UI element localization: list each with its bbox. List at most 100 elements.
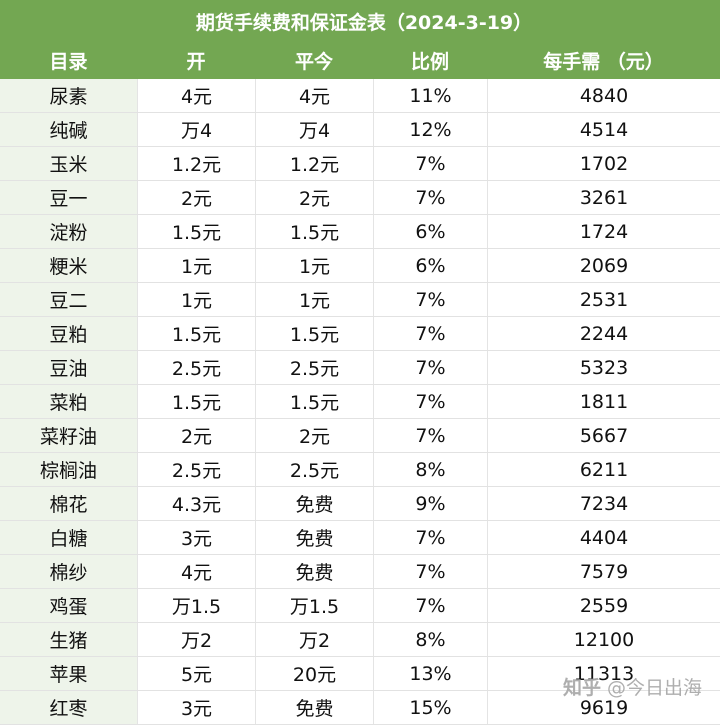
cell-margin-ratio: 15% [373,691,487,724]
cell-margin-per-lot: 1811 [487,385,720,418]
cell-margin-per-lot: 6211 [487,453,720,486]
cell-category: 棕榈油 [0,453,137,486]
cell-margin-ratio: 8% [373,623,487,656]
cell-margin-per-lot: 4514 [487,113,720,146]
cell-margin-per-lot: 11313 [487,657,720,690]
header-close-today: 平今 [294,51,333,73]
cell-category: 粳米 [0,249,137,282]
table-row: 粳米 1元 1元 6% 2069 [0,249,720,283]
table-row: 菜粕 1.5元 1.5元 7% 1811 [0,385,720,419]
cell-category: 豆粕 [0,317,137,350]
table-row: 鸡蛋 万1.5 万1.5 7% 2559 [0,589,720,623]
cell-open-fee: 万4 [137,113,255,146]
cell-open-fee: 2.5元 [137,453,255,486]
cell-category: 鸡蛋 [0,589,137,622]
cell-close-today-fee: 2.5元 [255,351,373,384]
cell-category: 菜粕 [0,385,137,418]
cell-category: 苹果 [0,657,137,690]
cell-close-today-fee: 2元 [255,419,373,452]
cell-open-fee: 1.5元 [137,215,255,248]
cell-margin-ratio: 9% [373,487,487,520]
cell-category: 棉纱 [0,555,137,588]
table-row: 尿素 4元 4元 11% 4840 [0,79,720,113]
cell-margin-ratio: 13% [373,657,487,690]
cell-close-today-fee: 免费 [255,521,373,554]
table-header-row: 目录 开 平今 比例 每手需 （元） [0,42,720,79]
table-row: 淀粉 1.5元 1.5元 6% 1724 [0,215,720,249]
cell-open-fee: 1.5元 [137,317,255,350]
cell-close-today-fee: 20元 [255,657,373,690]
cell-close-today-fee: 万2 [255,623,373,656]
cell-margin-per-lot: 4840 [487,79,720,112]
cell-category: 豆一 [0,181,137,214]
cell-close-today-fee: 1.5元 [255,215,373,248]
cell-margin-per-lot: 1724 [487,215,720,248]
cell-margin-per-lot: 2244 [487,317,720,350]
cell-close-today-fee: 1元 [255,283,373,316]
table-row: 豆油 2.5元 2.5元 7% 5323 [0,351,720,385]
table-title: 期货手续费和保证金表（2024-3-19） [0,0,720,42]
header-category: 目录 [49,51,88,73]
cell-open-fee: 1元 [137,249,255,282]
cell-margin-per-lot: 7234 [487,487,720,520]
table-row: 豆粕 1.5元 1.5元 7% 2244 [0,317,720,351]
cell-margin-ratio: 7% [373,555,487,588]
cell-close-today-fee: 2.5元 [255,453,373,486]
cell-margin-per-lot: 5667 [487,419,720,452]
cell-open-fee: 1.2元 [137,147,255,180]
cell-category: 红枣 [0,691,137,724]
cell-open-fee: 2.5元 [137,351,255,384]
header-open: 开 [186,51,206,73]
table-row: 棉花 4.3元 免费 9% 7234 [0,487,720,521]
cell-category: 生猪 [0,623,137,656]
table-row: 豆二 1元 1元 7% 2531 [0,283,720,317]
cell-category: 纯碱 [0,113,137,146]
cell-close-today-fee: 1.2元 [255,147,373,180]
cell-margin-per-lot: 4404 [487,521,720,554]
header-margin-per-lot: 每手需 （元） [543,51,664,73]
table-row: 红枣 3元 免费 15% 9619 [0,691,720,725]
cell-close-today-fee: 免费 [255,555,373,588]
cell-margin-ratio: 6% [373,249,487,282]
cell-margin-per-lot: 5323 [487,351,720,384]
cell-margin-per-lot: 9619 [487,691,720,724]
cell-margin-ratio: 7% [373,317,487,350]
cell-margin-ratio: 7% [373,521,487,554]
cell-margin-ratio: 7% [373,589,487,622]
cell-margin-ratio: 7% [373,385,487,418]
cell-margin-ratio: 7% [373,351,487,384]
cell-category: 菜籽油 [0,419,137,452]
cell-margin-ratio: 7% [373,283,487,316]
cell-margin-per-lot: 2559 [487,589,720,622]
table-row: 苹果 5元 20元 13% 11313 [0,657,720,691]
cell-open-fee: 2元 [137,181,255,214]
cell-margin-per-lot: 2531 [487,283,720,316]
cell-open-fee: 4.3元 [137,487,255,520]
cell-category: 豆二 [0,283,137,316]
cell-close-today-fee: 免费 [255,487,373,520]
cell-open-fee: 1.5元 [137,385,255,418]
cell-category: 玉米 [0,147,137,180]
cell-category: 淀粉 [0,215,137,248]
cell-margin-ratio: 6% [373,215,487,248]
table-row: 豆一 2元 2元 7% 3261 [0,181,720,215]
cell-close-today-fee: 免费 [255,691,373,724]
table-row: 菜籽油 2元 2元 7% 5667 [0,419,720,453]
table-row: 纯碱 万4 万4 12% 4514 [0,113,720,147]
cell-open-fee: 万2 [137,623,255,656]
table-row: 棉纱 4元 免费 7% 7579 [0,555,720,589]
cell-close-today-fee: 1元 [255,249,373,282]
cell-margin-ratio: 8% [373,453,487,486]
cell-margin-ratio: 12% [373,113,487,146]
cell-open-fee: 1元 [137,283,255,316]
cell-margin-per-lot: 12100 [487,623,720,656]
cell-category: 豆油 [0,351,137,384]
cell-close-today-fee: 1.5元 [255,385,373,418]
table-row: 白糖 3元 免费 7% 4404 [0,521,720,555]
cell-margin-per-lot: 3261 [487,181,720,214]
cell-open-fee: 4元 [137,79,255,112]
cell-margin-ratio: 7% [373,147,487,180]
cell-margin-ratio: 7% [373,181,487,214]
table-row: 生猪 万2 万2 8% 12100 [0,623,720,657]
